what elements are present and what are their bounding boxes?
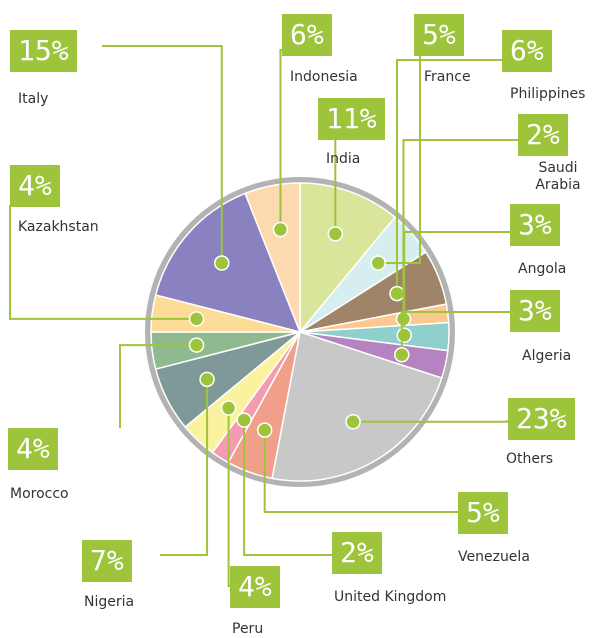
country-label: Angola bbox=[518, 261, 567, 277]
country-label: Peru bbox=[232, 621, 264, 637]
leader-dot bbox=[220, 400, 237, 416]
leader-dot bbox=[394, 347, 410, 363]
leader-line bbox=[9, 205, 197, 320]
leader-line bbox=[243, 420, 332, 556]
percent-label: 3% bbox=[510, 290, 560, 332]
country-label: Philippines bbox=[510, 86, 586, 102]
percent-label: 7% bbox=[82, 540, 132, 582]
leader-dot bbox=[256, 422, 273, 438]
percent-label: 4% bbox=[230, 566, 280, 608]
leader-dot bbox=[188, 311, 205, 327]
country-label: United Kingdom bbox=[334, 589, 447, 605]
leader-dot bbox=[345, 414, 361, 430]
pie-slice bbox=[299, 182, 397, 335]
pie-slice bbox=[244, 182, 301, 333]
leader-dot bbox=[370, 255, 386, 271]
country-label: India bbox=[326, 151, 361, 167]
leader-dot bbox=[272, 221, 289, 238]
leader-line bbox=[263, 430, 458, 513]
leader-line bbox=[400, 311, 510, 355]
percent-label: 5% bbox=[458, 492, 508, 534]
percent-label: 5% bbox=[414, 14, 464, 56]
pie-slice bbox=[271, 331, 443, 482]
leader-line bbox=[102, 45, 223, 264]
leader-line bbox=[160, 379, 209, 556]
percent-label: 23% bbox=[508, 398, 575, 440]
percent-label: 6% bbox=[282, 14, 332, 56]
leader-line bbox=[395, 59, 502, 294]
country-label: Nigeria bbox=[84, 594, 135, 610]
country-label: Venezuela bbox=[458, 549, 530, 565]
leader-dot bbox=[389, 285, 405, 302]
percent-label: 15% bbox=[10, 30, 77, 72]
leader-dot bbox=[236, 412, 252, 428]
country-label: Kazakhstan bbox=[18, 219, 99, 235]
leader-line bbox=[378, 56, 421, 265]
percent-label: 6% bbox=[502, 30, 552, 72]
percent-label: 4% bbox=[10, 165, 60, 207]
leader-line bbox=[403, 231, 510, 336]
country-label: France bbox=[424, 69, 471, 85]
country-label: Saudi Arabia bbox=[535, 160, 581, 193]
percent-label: 2% bbox=[518, 114, 568, 156]
leader-line bbox=[279, 49, 282, 230]
leader-line bbox=[119, 344, 197, 428]
leader-dot bbox=[188, 337, 205, 353]
leader-dot bbox=[327, 226, 344, 242]
country-label: Indonesia bbox=[290, 69, 358, 85]
leader-line bbox=[227, 408, 230, 587]
country-label: Morocco bbox=[10, 486, 69, 502]
leader-dot bbox=[396, 327, 412, 344]
country-label: Italy bbox=[18, 91, 49, 107]
country-label: Others bbox=[506, 451, 554, 467]
leader-dot bbox=[214, 255, 230, 271]
percent-label: 3% bbox=[510, 204, 560, 246]
percent-label: 4% bbox=[8, 428, 58, 470]
percent-label: 11% bbox=[318, 98, 385, 140]
country-label: Algeria bbox=[522, 348, 572, 364]
leader-dot bbox=[199, 371, 215, 388]
percent-label: 2% bbox=[332, 532, 382, 574]
